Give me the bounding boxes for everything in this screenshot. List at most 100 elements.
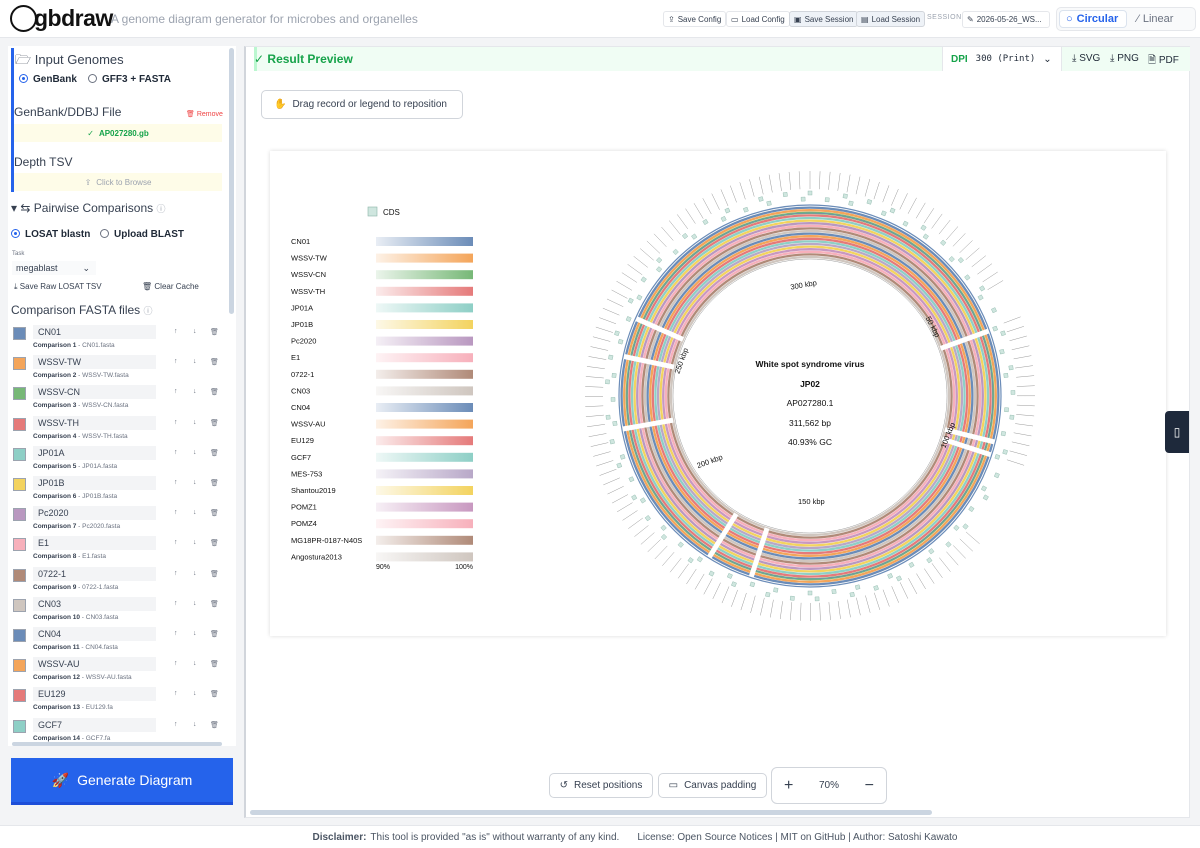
export-pdf-button[interactable]: 🗎 PDF <box>1148 53 1179 70</box>
delete-icon[interactable]: 🗑 <box>210 570 219 578</box>
move-up-icon[interactable]: ↑ <box>174 509 178 517</box>
save-config-button[interactable]: ⇪ Save Config <box>663 11 727 27</box>
comparison-name-input[interactable]: WSSV-CN <box>33 385 156 400</box>
color-swatch[interactable] <box>13 629 26 642</box>
move-down-icon[interactable]: ↓ <box>193 358 197 366</box>
depth-tsv-dropzone[interactable]: ⇪ Click to Browse <box>14 173 222 191</box>
clear-cache-button[interactable]: 🗑 Clear Cache <box>142 282 199 291</box>
comparison-name-input[interactable]: CN03 <box>33 596 156 611</box>
preview-scrollbar[interactable] <box>250 810 932 815</box>
comparison-name-input[interactable]: Pc2020 <box>33 506 156 521</box>
delete-icon[interactable]: 🗑 <box>210 359 219 367</box>
color-swatch[interactable] <box>13 447 26 461</box>
move-up-icon[interactable]: ↑ <box>174 388 178 396</box>
comparison-name-input[interactable]: 0722-1 <box>33 566 156 581</box>
side-panel-toggle[interactable]: ▯ <box>1165 411 1189 453</box>
color-swatch[interactable] <box>13 719 26 733</box>
pairwise-comparisons-toggle[interactable]: ▾ ⇆ Pairwise Comparisons ⓘ <box>11 201 166 215</box>
losat-radio[interactable]: LOSAT blastn <box>11 229 90 240</box>
move-up-icon[interactable]: ↑ <box>174 599 178 607</box>
move-up-icon[interactable]: ↑ <box>174 479 178 486</box>
delete-icon[interactable]: 🗑 <box>210 721 219 729</box>
move-down-icon[interactable]: ↓ <box>193 418 197 426</box>
export-png-button[interactable]: ⤓ PNG <box>1110 53 1139 64</box>
comparison-name-input[interactable]: WSSV-AU <box>33 657 156 672</box>
session-name-field[interactable]: ✎ 2026-05-26_WS... <box>962 11 1050 28</box>
save-session-button[interactable]: ▣ Save Session <box>789 11 859 27</box>
color-swatch[interactable] <box>13 598 26 612</box>
zoom-in-button[interactable]: + <box>784 776 794 794</box>
help-icon[interactable]: ⓘ <box>143 306 153 316</box>
move-down-icon[interactable]: ↓ <box>193 388 197 396</box>
move-down-icon[interactable]: ↓ <box>193 569 197 577</box>
export-svg-button[interactable]: ⤓ SVG <box>1072 53 1100 64</box>
delete-icon[interactable]: 🗑 <box>210 329 219 336</box>
delete-icon[interactable]: 🗑 <box>210 661 219 669</box>
delete-icon[interactable]: 🗑 <box>210 480 219 487</box>
move-down-icon[interactable]: ↓ <box>193 509 197 517</box>
generate-diagram-button[interactable]: 🚀 Generate Diagram <box>11 758 233 805</box>
dpi-select[interactable]: DPI 300 (Print) ⌄ <box>942 47 1062 71</box>
delete-icon[interactable]: 🗑 <box>210 691 219 699</box>
color-swatch[interactable] <box>13 689 26 703</box>
move-up-icon[interactable]: ↑ <box>174 328 178 335</box>
mode-circular-button[interactable]: ○ Circular <box>1059 10 1127 28</box>
save-raw-button[interactable]: ⤓ Save Raw LOSAT TSV <box>14 282 102 292</box>
color-swatch[interactable] <box>13 357 26 371</box>
move-down-icon[interactable]: ↓ <box>193 539 197 547</box>
comparison-name-input[interactable]: CN01 <box>33 325 156 339</box>
comparison-list-scrollbar[interactable] <box>12 742 222 746</box>
move-up-icon[interactable]: ↑ <box>174 358 178 366</box>
diagram-canvas[interactable]: CDS CN01 WSSV-TW WSSV-CN WSSV-TH JP01A JP01B Pc… <box>270 151 1166 636</box>
move-down-icon[interactable]: ↓ <box>193 690 197 698</box>
canvas-padding-button[interactable]: ▭ Canvas padding <box>658 773 767 798</box>
delete-icon[interactable]: 🗑 <box>210 449 219 457</box>
color-swatch[interactable] <box>13 417 26 431</box>
delete-icon[interactable]: 🗑 <box>210 389 219 397</box>
move-down-icon[interactable]: ↓ <box>193 448 197 456</box>
genbank-radio[interactable]: GenBank <box>19 74 77 85</box>
move-down-icon[interactable]: ↓ <box>193 479 197 486</box>
color-swatch[interactable] <box>13 387 26 401</box>
move-up-icon[interactable]: ↑ <box>174 720 178 728</box>
task-select[interactable]: megablast ⌄ <box>12 261 96 275</box>
color-swatch[interactable] <box>13 659 26 673</box>
comparison-name-input[interactable]: WSSV-TW <box>33 355 156 370</box>
move-down-icon[interactable]: ↓ <box>193 630 197 637</box>
move-down-icon[interactable]: ↓ <box>193 599 197 607</box>
color-swatch[interactable] <box>13 568 26 582</box>
app-logo[interactable]: gbdraw <box>10 5 113 32</box>
reset-positions-button[interactable]: ↺ Reset positions <box>549 773 653 798</box>
color-swatch[interactable] <box>13 478 26 491</box>
move-down-icon[interactable]: ↓ <box>193 720 197 728</box>
move-up-icon[interactable]: ↑ <box>174 660 178 668</box>
load-session-button[interactable]: ▤ Load Session <box>856 11 926 27</box>
move-down-icon[interactable]: ↓ <box>193 328 197 335</box>
remove-file-button[interactable]: 🗑 Remove <box>186 110 223 118</box>
comparison-name-input[interactable]: WSSV-TH <box>33 415 156 430</box>
delete-icon[interactable]: 🗑 <box>210 600 219 608</box>
help-icon[interactable]: ⓘ <box>156 204 166 214</box>
move-up-icon[interactable]: ↑ <box>174 448 178 456</box>
move-up-icon[interactable]: ↑ <box>174 569 178 577</box>
comparison-name-input[interactable]: GCF7 <box>33 717 156 732</box>
move-up-icon[interactable]: ↑ <box>174 418 178 426</box>
comparison-name-input[interactable]: JP01B <box>33 476 156 490</box>
license-links[interactable]: License: Open Source Notices | MIT on Gi… <box>637 831 958 843</box>
delete-icon[interactable]: 🗑 <box>210 510 219 518</box>
move-down-icon[interactable]: ↓ <box>193 660 197 668</box>
color-swatch[interactable] <box>13 538 26 552</box>
gff3-radio[interactable]: GFF3 + FASTA <box>88 74 171 85</box>
delete-icon[interactable]: 🗑 <box>210 540 219 548</box>
color-swatch[interactable] <box>13 508 26 522</box>
move-up-icon[interactable]: ↑ <box>174 690 178 698</box>
mode-linear-button[interactable]: ⁄ Linear <box>1131 10 1193 28</box>
comparison-name-input[interactable]: CN04 <box>33 627 156 641</box>
loaded-file-box[interactable]: ✓ AP027280.gb <box>14 124 222 142</box>
color-swatch[interactable] <box>13 327 26 340</box>
comparison-name-input[interactable]: E1 <box>33 536 156 551</box>
comparison-name-input[interactable]: JP01A <box>33 445 156 460</box>
move-up-icon[interactable]: ↑ <box>174 539 178 547</box>
comparison-name-input[interactable]: EU129 <box>33 687 156 702</box>
genome-diagram[interactable]: CDS CN01 WSSV-TW WSSV-CN WSSV-TH JP01A JP01B Pc… <box>270 151 1166 636</box>
